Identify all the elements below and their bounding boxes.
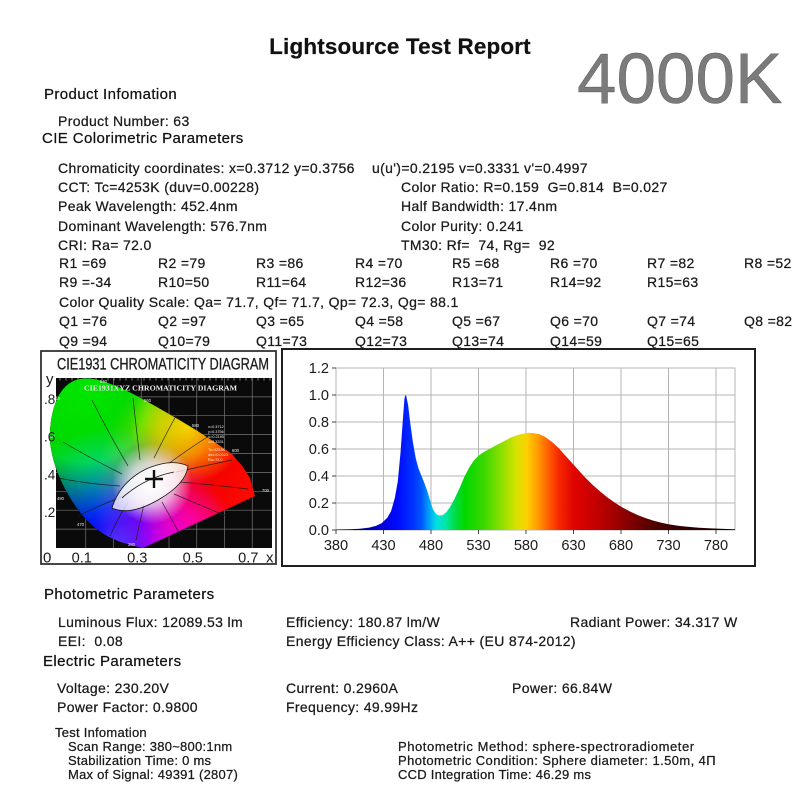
svg-text:0.1: 0.1 (72, 551, 92, 566)
svg-text:CIE1931 CHROMATICITY DIAGRAM: CIE1931 CHROMATICITY DIAGRAM (57, 355, 269, 374)
svg-text:0.8: 0.8 (309, 415, 329, 431)
svg-text:u=0.2195: u=0.2195 (208, 435, 224, 439)
svg-text:0.4: 0.4 (309, 469, 329, 485)
svg-text:500: 500 (48, 434, 56, 439)
svg-text:v=0.3331: v=0.3331 (208, 440, 224, 444)
svg-text:y: y (46, 371, 54, 388)
svg-text:0.3: 0.3 (127, 551, 147, 566)
svg-text:CIE1931XYZ CHROMATICITY DIAGRA: CIE1931XYZ CHROMATICITY DIAGRAM (84, 385, 237, 393)
svg-text:780: 780 (704, 538, 728, 554)
svg-text:540: 540 (100, 379, 108, 384)
svg-text:600: 600 (232, 448, 240, 453)
svg-text:520: 520 (68, 372, 76, 377)
svg-text:x: x (266, 550, 274, 566)
svg-text:0.7: 0.7 (238, 551, 258, 566)
svg-text:duv=0.0023: duv=0.0023 (208, 453, 228, 457)
svg-text:Ra=72.0: Ra=72.0 (208, 458, 222, 462)
svg-text:380: 380 (128, 542, 136, 547)
svg-text:580: 580 (514, 538, 538, 554)
svg-text:0.6: 0.6 (309, 442, 329, 458)
svg-text:380: 380 (324, 538, 348, 554)
svg-text:0: 0 (43, 550, 51, 566)
svg-text:.8: .8 (44, 392, 55, 407)
svg-text:700: 700 (262, 488, 270, 493)
svg-text:560: 560 (144, 398, 152, 403)
svg-text:470: 470 (77, 522, 85, 527)
svg-text:480: 480 (57, 496, 65, 501)
svg-text:530: 530 (466, 538, 490, 554)
svg-text:510: 510 (53, 396, 61, 401)
svg-text:430: 430 (371, 538, 395, 554)
svg-text:630: 630 (561, 538, 585, 554)
svg-text:680: 680 (609, 538, 633, 554)
svg-text:.4: .4 (44, 467, 56, 482)
svg-text:Tc=4253K: Tc=4253K (208, 448, 225, 452)
svg-text:0.5: 0.5 (183, 551, 203, 566)
svg-text:490: 490 (49, 466, 57, 471)
svg-text:480: 480 (419, 538, 443, 554)
svg-text:730: 730 (656, 538, 680, 554)
svg-text:0.2: 0.2 (309, 496, 329, 512)
svg-text:580: 580 (192, 423, 200, 428)
svg-text:1.2: 1.2 (309, 361, 329, 377)
svg-text:y=0.3756: y=0.3756 (208, 430, 224, 434)
svg-text:x=0.3712: x=0.3712 (208, 425, 224, 429)
svg-text:.6: .6 (44, 430, 55, 445)
svg-text:.2: .2 (44, 505, 55, 520)
svg-text:0.0: 0.0 (309, 523, 329, 539)
svg-text:1.0: 1.0 (309, 388, 329, 404)
